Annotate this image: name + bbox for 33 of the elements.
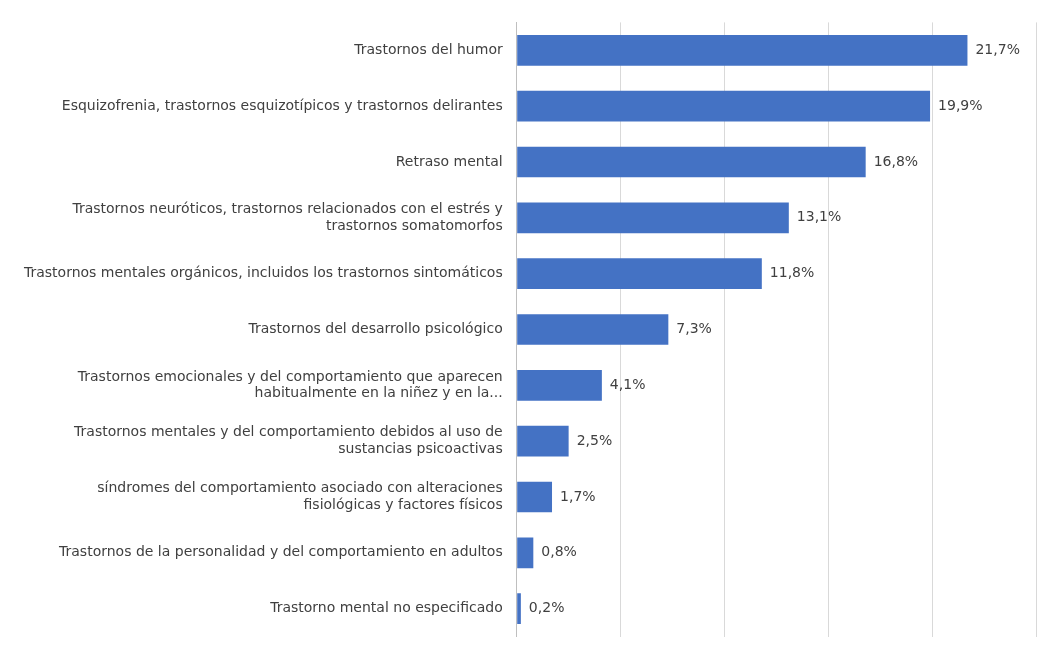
y-tick-label: Retraso mental	[395, 152, 503, 169]
data-label: 0,2%	[528, 599, 565, 616]
y-tick-label: Esquizofrenia, trastornos esquizotípicos y trastornos delirantes	[61, 96, 503, 113]
y-tick-label: Trastornos emocionales y del comportamiento que aparecen habitualmente en la niñez y en la...	[76, 367, 503, 401]
data-label: 16,8%	[873, 152, 919, 169]
data-label: 0,8%	[541, 543, 577, 560]
bar	[517, 314, 669, 345]
y-tick-label: Trastornos del humor	[353, 40, 503, 57]
data-label: 4,1%	[609, 375, 646, 392]
data-label: 21,7%	[975, 40, 1020, 57]
y-tick-label: Trastornos neuróticos, trastornos relacionados con el estrés y trastornos somatomorfos	[71, 200, 503, 233]
bar	[517, 258, 762, 290]
bar	[517, 90, 931, 122]
bar	[517, 593, 521, 625]
bar	[517, 537, 534, 569]
y-tick-label: Trastornos de la personalidad y del comportamiento en adultos	[58, 543, 503, 560]
y-tick-label: Trastornos mentales orgánicos, incluidos los trastornos sintomáticos	[22, 264, 503, 281]
data-label: 19,9%	[938, 96, 983, 113]
y-tick-label: síndromes del comportamiento asociado con alteraciones fisiológicas y factores físicos	[97, 479, 503, 513]
data-label: 11,8%	[769, 264, 815, 281]
data-label: 7,3%	[676, 320, 712, 337]
y-tick-label: Trastornos mentales y del comportamiento debidos al uso de sustancias psicoactivas	[73, 423, 503, 457]
bar	[517, 425, 569, 457]
bar	[517, 34, 968, 66]
bar	[517, 481, 553, 513]
y-tick-label: Trastornos del desarrollo psicológico	[247, 320, 503, 337]
bar	[517, 369, 602, 401]
data-label: 2,5%	[576, 431, 613, 448]
y-tick-label: Trastorno mental no especificado	[269, 599, 503, 616]
bar	[517, 202, 789, 234]
bar	[517, 146, 866, 178]
data-label: 1,7%	[560, 487, 596, 504]
data-label: 13,1%	[796, 208, 842, 225]
